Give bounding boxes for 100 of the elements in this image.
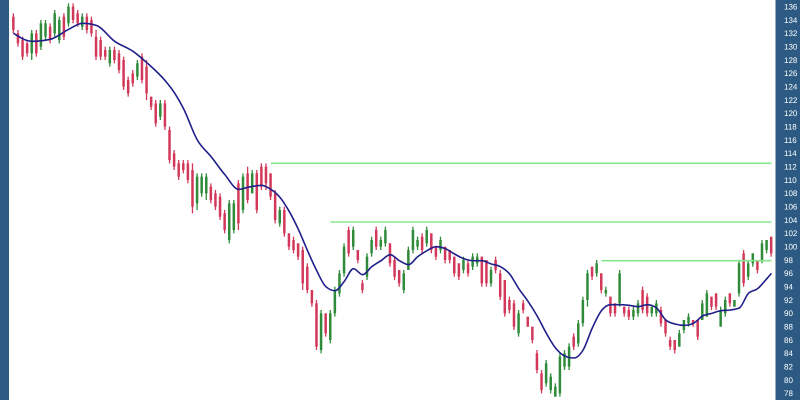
- y-tick-label: 116: [784, 136, 798, 145]
- y-tick-label: 84: [784, 349, 794, 358]
- candlestick: [531, 326, 534, 344]
- candlestick: [673, 339, 676, 354]
- candlestick: [540, 369, 543, 394]
- candlestick: [572, 332, 575, 351]
- y-tick-label: 104: [784, 216, 798, 225]
- candlestick: [250, 169, 254, 194]
- candlestick: [412, 226, 414, 254]
- y-tick-label: 112: [784, 162, 798, 172]
- candlestick: [334, 286, 336, 318]
- candlestick: [466, 259, 470, 278]
- candlestick: [370, 236, 373, 258]
- y-tick-label: 132: [784, 29, 798, 38]
- candlestick: [35, 29, 38, 58]
- candlestick: [632, 306, 635, 321]
- candlestick: [696, 319, 699, 341]
- y-tick-label: 108: [784, 189, 798, 198]
- candlestick: [380, 236, 382, 251]
- y-tick-label: 136: [784, 2, 798, 12]
- candlestick: [172, 149, 176, 171]
- candlestick: [425, 226, 428, 248]
- candlestick: [40, 19, 42, 51]
- candlestick: [719, 306, 722, 328]
- candlestick: [136, 59, 139, 81]
- y-tick-label: 124: [784, 82, 798, 92]
- candlestick: [126, 76, 130, 98]
- y-tick-label: 102: [784, 229, 798, 238]
- candlestick: [462, 256, 465, 274]
- candlestick: [549, 372, 552, 394]
- candlestick: [177, 159, 180, 181]
- candlestick: [26, 39, 28, 58]
- candlestick: [646, 292, 648, 318]
- candlestick: [306, 262, 309, 294]
- y-tick-label: 106: [784, 202, 798, 212]
- y-tick-label: 92: [784, 296, 794, 305]
- y-tick-label: 78: [784, 389, 794, 398]
- candlestick: [223, 209, 226, 234]
- candlestick: [182, 159, 185, 174]
- candlestick: [352, 226, 354, 251]
- candlestick: [356, 249, 360, 264]
- y-tick-label: 118: [784, 122, 798, 132]
- candlestick: [710, 296, 713, 311]
- candlestick: [577, 319, 580, 348]
- candlestick: [214, 189, 217, 211]
- candlestick: [347, 226, 350, 258]
- y-tick-label: 94: [784, 282, 794, 292]
- candlestick: [641, 286, 644, 314]
- candlestick: [590, 266, 594, 281]
- candlestick: [361, 279, 364, 294]
- candlestick: [210, 182, 212, 204]
- candlestick: [687, 312, 690, 328]
- candlestick: [30, 29, 33, 61]
- candlestick: [21, 36, 24, 61]
- candlestick: [604, 286, 608, 298]
- candlestick: [324, 312, 327, 338]
- candlestick: [517, 309, 520, 338]
- candlestick: [205, 172, 208, 201]
- candlestick: [668, 336, 672, 351]
- y-tick-label: 90: [784, 309, 794, 318]
- candlestick: [512, 299, 516, 331]
- y-tick-label: 130: [784, 42, 798, 52]
- candlestick: [622, 306, 626, 318]
- candlestick: [140, 52, 144, 84]
- y-tick-label: 88: [784, 322, 794, 332]
- candlestick: [118, 49, 120, 74]
- y-tick-label: 100: [784, 242, 798, 252]
- candlestick: [76, 9, 79, 28]
- candlestick: [398, 269, 400, 288]
- candlestick: [164, 99, 166, 131]
- candlestick: [67, 2, 70, 28]
- candlestick: [278, 206, 281, 228]
- y-tick-label: 82: [784, 362, 794, 372]
- candlestick: [159, 99, 162, 121]
- candlestick: [416, 236, 419, 251]
- candlestick: [150, 96, 152, 111]
- candlestick: [485, 259, 488, 288]
- candlestick: [154, 99, 157, 128]
- candlestick: [600, 272, 602, 294]
- candlestick: [108, 46, 112, 68]
- candlestick: [664, 319, 667, 338]
- candlestick: [765, 239, 768, 254]
- candlestick: [714, 292, 718, 311]
- candlestick: [760, 239, 764, 264]
- candlestick: [453, 256, 456, 278]
- candlestick: [490, 266, 492, 288]
- candlestick: [288, 232, 290, 251]
- candlestick: [770, 236, 772, 258]
- candlestick: [728, 292, 732, 308]
- candlestick: [402, 269, 405, 294]
- candlestick: [218, 192, 222, 221]
- candlestick: [420, 232, 424, 254]
- candlestick: [434, 246, 438, 261]
- candlestick: [104, 46, 106, 61]
- candlestick: [628, 306, 630, 321]
- candlestick: [283, 206, 286, 238]
- candlestick: [44, 19, 47, 41]
- y-tick-label: 120: [784, 109, 798, 118]
- candlestick: [609, 296, 612, 318]
- candlestick: [384, 226, 387, 248]
